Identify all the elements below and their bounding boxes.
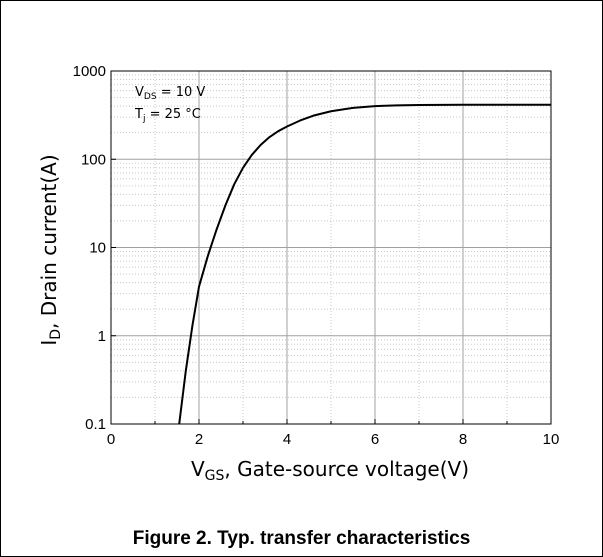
y-tick-label: 10 (89, 240, 106, 257)
x-axis-label-sub: GS (205, 468, 225, 484)
transfer-characteristics-chart: 0 2 4 6 8 10 0.1 1 10 100 1000 VDS = 10 V Tj = 25 °… (37, 63, 560, 484)
y-axis-label: ID, Drain current(A) (37, 154, 64, 345)
annotation-0: VDS = 10 V (135, 85, 205, 102)
y-tick-label: 1000 (73, 63, 106, 80)
series-line (178, 103, 551, 425)
y-axis-label-main: I (37, 340, 61, 346)
series (178, 103, 551, 425)
y-tick-label: 0.1 (85, 416, 106, 433)
x-axis-label: VGS, Gate-source voltage(V) (191, 457, 469, 484)
x-tick-label: 6 (371, 431, 379, 448)
figure-caption: Figure 2. Typ. transfer characteristics (132, 528, 471, 549)
y-axis-label-sub: D (48, 329, 64, 340)
annotation-1: Tj = 25 °C (134, 107, 201, 124)
grid (111, 71, 551, 424)
x-tick-label: 8 (459, 431, 467, 448)
y-axis-label-rest: , Drain current(A) (37, 154, 61, 329)
ticks: 0 2 4 6 8 10 0.1 1 10 100 1000 (73, 63, 560, 448)
x-tick-label: 4 (283, 431, 291, 448)
y-tick-label: 1 (98, 328, 106, 345)
x-tick-label: 0 (107, 431, 115, 448)
annotations: VDS = 10 V Tj = 25 °C (134, 85, 205, 124)
x-tick-label: 10 (543, 431, 560, 448)
y-tick-label: 100 (81, 151, 106, 168)
x-tick-label: 2 (195, 431, 203, 448)
x-axis-label-rest: , Gate-source voltage(V) (224, 457, 469, 481)
x-axis-label-main: V (191, 457, 205, 481)
